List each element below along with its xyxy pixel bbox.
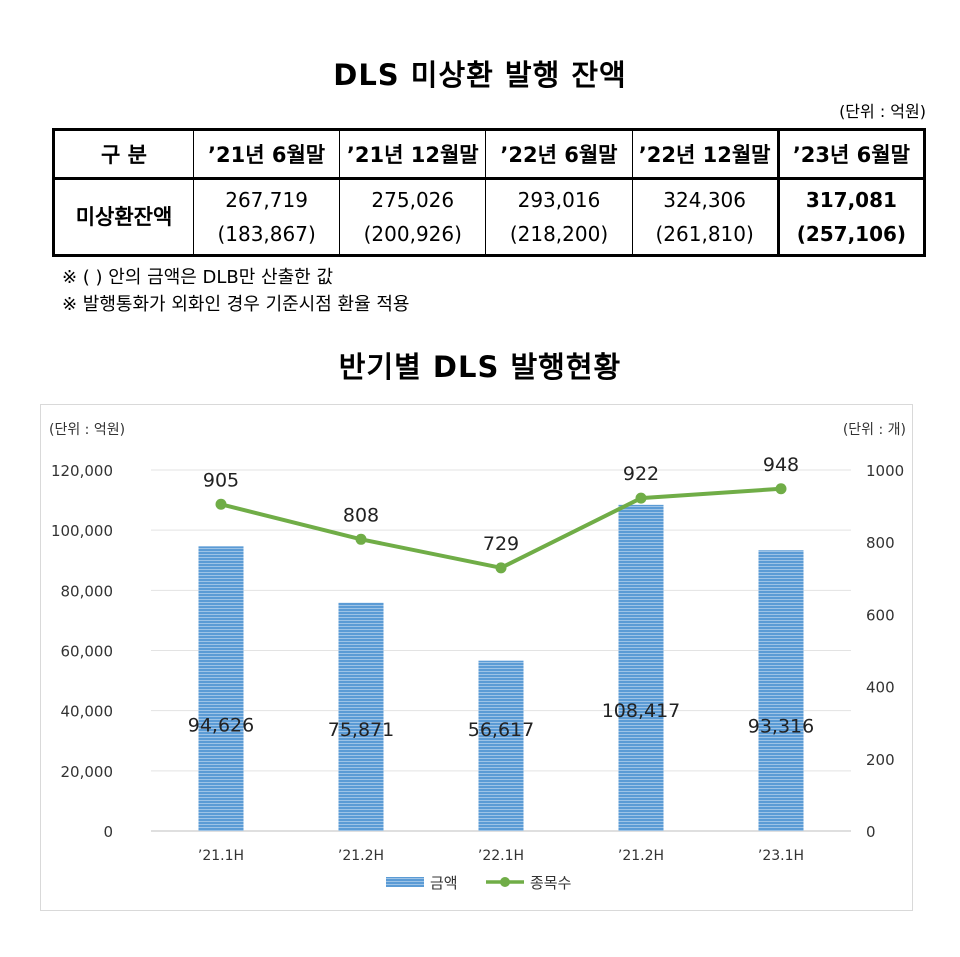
line-point <box>215 498 227 510</box>
table-header-cell: ’21년 12월말 <box>339 129 487 180</box>
bar-data-label: 56,617 <box>468 719 534 741</box>
legend-swatch-bar <box>386 877 424 887</box>
left-axis-tick-label: 0 <box>103 823 113 841</box>
right-axis-tick-label: 200 <box>866 751 895 769</box>
line-data-label: 948 <box>763 454 799 476</box>
right-axis-tick-label: 0 <box>866 823 876 841</box>
cell-value: 267,719 <box>225 188 308 212</box>
left-axis-tick-label: 120,000 <box>51 462 113 480</box>
table-notes: ※ ( ) 안의 금액은 DLB만 산출한 값 ※ 발행통화가 외화인 경우 기… <box>62 264 410 318</box>
chart-title: 반기별 DLS 발행현황 <box>338 350 622 384</box>
table-unit-label: (단위 : 억원) <box>839 102 926 121</box>
right-axis-tick-label: 1000 <box>866 462 904 480</box>
table-title: DLS 미상환 발행 잔액 <box>333 58 627 92</box>
right-axis-tick-label: 800 <box>866 534 895 552</box>
cell-sub-value: (218,200) <box>509 222 609 246</box>
bar <box>758 550 804 831</box>
cell-sub-value: (257,106) <box>796 222 907 246</box>
line-point <box>635 492 647 504</box>
legend-label: 종목수 <box>530 874 571 892</box>
x-axis-tick-label: ’21.2H <box>338 848 384 864</box>
cell-sub-value: (261,810) <box>655 222 754 246</box>
bar <box>198 546 244 831</box>
table-header-row: 구 분 ’21년 6월말 ’21년 12월말 ’22년 6월말 ’22년 12월… <box>53 129 926 180</box>
line-point <box>495 562 507 574</box>
table-cell: 324,306 (261,810) <box>631 178 779 256</box>
table-header-cell: 구 분 <box>53 129 194 180</box>
bar-data-label: 94,626 <box>188 714 254 736</box>
table-cell: 317,081 (257,106) <box>776 178 926 256</box>
right-axis-unit-label: (단위 : 개) <box>843 422 906 438</box>
bar <box>478 660 524 831</box>
x-axis-tick-label: ’22.1H <box>478 848 524 864</box>
line-data-label: 729 <box>483 533 519 555</box>
bar-data-label: 93,316 <box>748 716 814 738</box>
combo-chart: 94,626 75,871 56,617 108,417 93,316 905 808 729… <box>49 422 906 892</box>
left-axis-unit-label: (단위 : 억원) <box>49 422 125 438</box>
balance-table: 구 분 ’21년 6월말 ’21년 12월말 ’22년 6월말 ’22년 12월… <box>52 128 926 257</box>
bar <box>338 602 384 831</box>
note-line: ※ ( ) 안의 금액은 DLB만 산출한 값 <box>62 267 334 288</box>
note-line: ※ 발행통화가 외화인 경우 기준시점 환율 적용 <box>62 294 410 315</box>
right-axis-tick-label: 600 <box>866 606 895 624</box>
left-axis-tick-label: 20,000 <box>61 763 114 781</box>
line-point <box>775 483 787 495</box>
left-axis-tick-label: 40,000 <box>61 703 114 721</box>
legend-swatch-marker <box>500 877 510 887</box>
table-header-cell: ’23년 6월말 <box>776 129 926 180</box>
right-axis-tick-label: 400 <box>866 679 895 697</box>
cell-sub-value: (200,926) <box>363 222 462 246</box>
cell-value: 324,306 <box>663 188 747 212</box>
legend-label: 금액 <box>430 874 458 892</box>
line-point <box>355 533 367 545</box>
cell-sub-value: (183,867) <box>217 222 316 246</box>
line-data-label: 922 <box>623 463 659 485</box>
cell-value: 317,081 <box>805 188 897 212</box>
table-cell: 293,016 (218,200) <box>485 178 633 256</box>
bar-data-label: 108,417 <box>602 700 681 722</box>
left-axis-tick-label: 100,000 <box>51 522 113 540</box>
x-axis-tick-label: ’21.1H <box>198 848 244 864</box>
x-axis-tick-label: ’23.1H <box>758 848 804 864</box>
series-line-종목수 <box>220 486 782 570</box>
table-header-cell: ’22년 6월말 <box>485 129 633 180</box>
bar-data-label: 75,871 <box>328 719 394 741</box>
cell-value: 293,016 <box>517 188 601 212</box>
table-cell: 267,719 (183,867) <box>192 178 341 256</box>
cell-value: 275,026 <box>371 188 455 212</box>
bar <box>618 504 664 831</box>
left-axis-tick-label: 80,000 <box>61 582 114 600</box>
row-label: 미상환잔액 <box>53 178 194 256</box>
table-cell: 275,026 (200,926) <box>339 178 487 256</box>
chart-container: 94,626 75,871 56,617 108,417 93,316 905 808 729… <box>40 404 913 911</box>
line-data-label: 808 <box>343 504 379 526</box>
table-header-cell: ’22년 12월말 <box>631 129 779 180</box>
table-header-cell: ’21년 6월말 <box>192 129 341 180</box>
x-axis-tick-label: ’21.2H <box>618 848 664 864</box>
left-axis-tick-label: 60,000 <box>61 643 114 661</box>
line-data-label: 905 <box>203 469 239 491</box>
table-row: 미상환잔액 267,719 (183,867) 275,026 (200,926… <box>53 178 926 256</box>
